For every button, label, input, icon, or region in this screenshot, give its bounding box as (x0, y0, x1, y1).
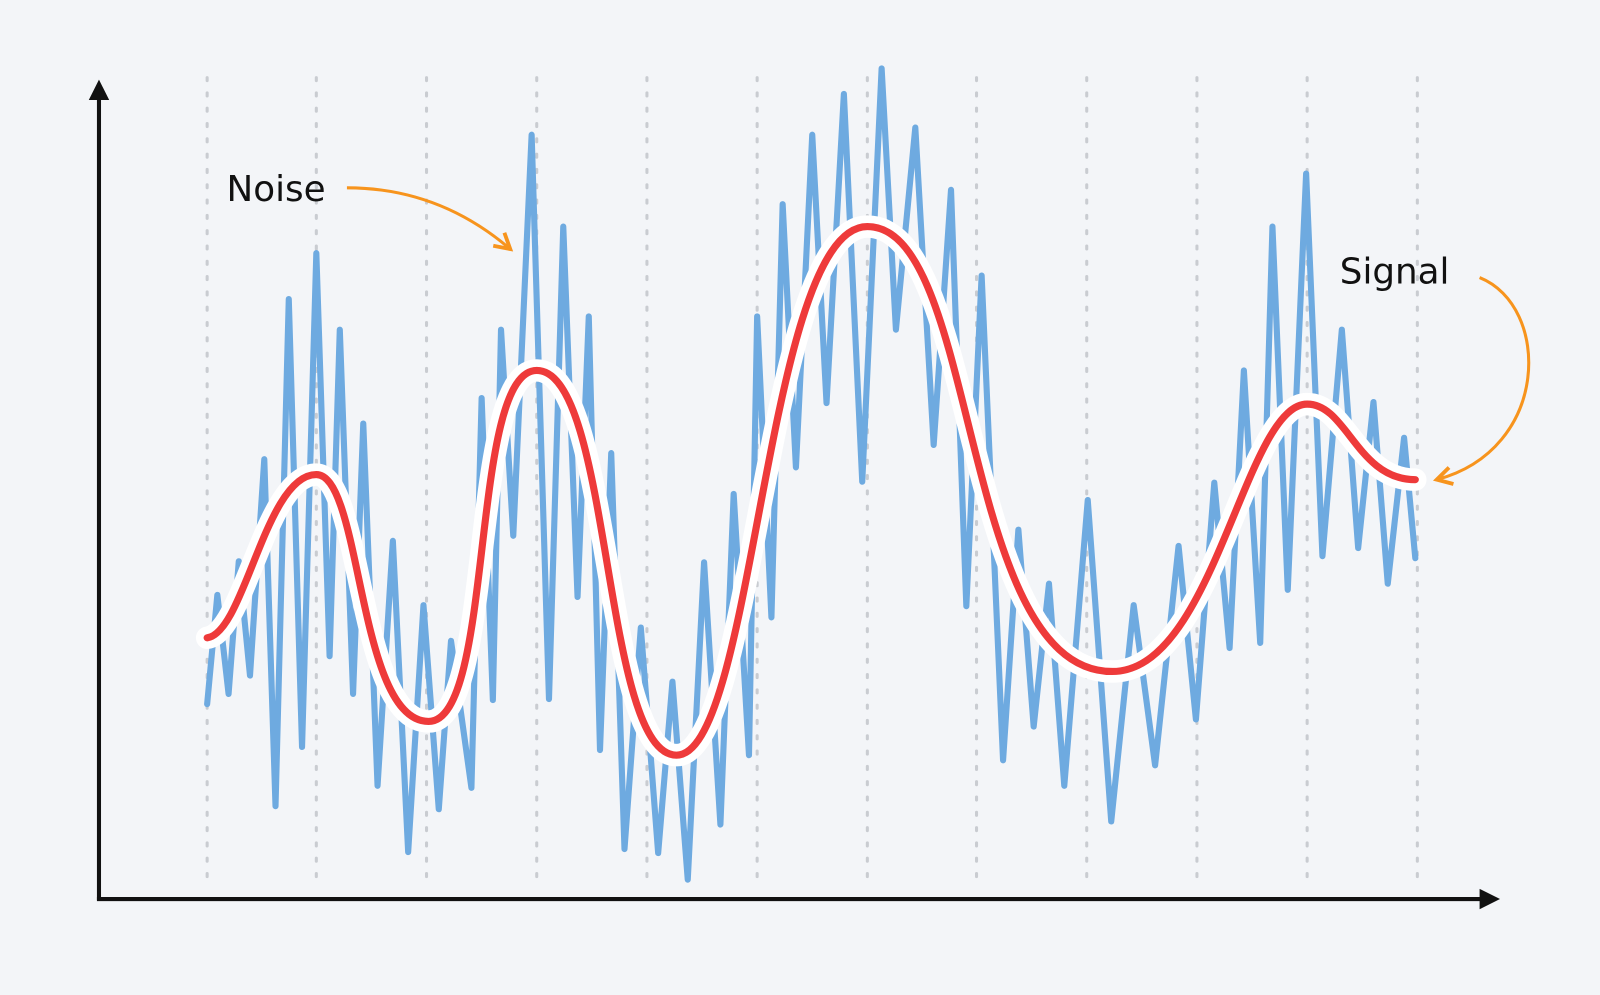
signal-arrow (1432, 276, 1531, 486)
noise-label: Noise (227, 169, 326, 210)
signal-line (203, 223, 1419, 759)
noise-arrow (346, 186, 514, 252)
axes (88, 79, 1500, 910)
signal-label: Signal (1340, 252, 1450, 293)
